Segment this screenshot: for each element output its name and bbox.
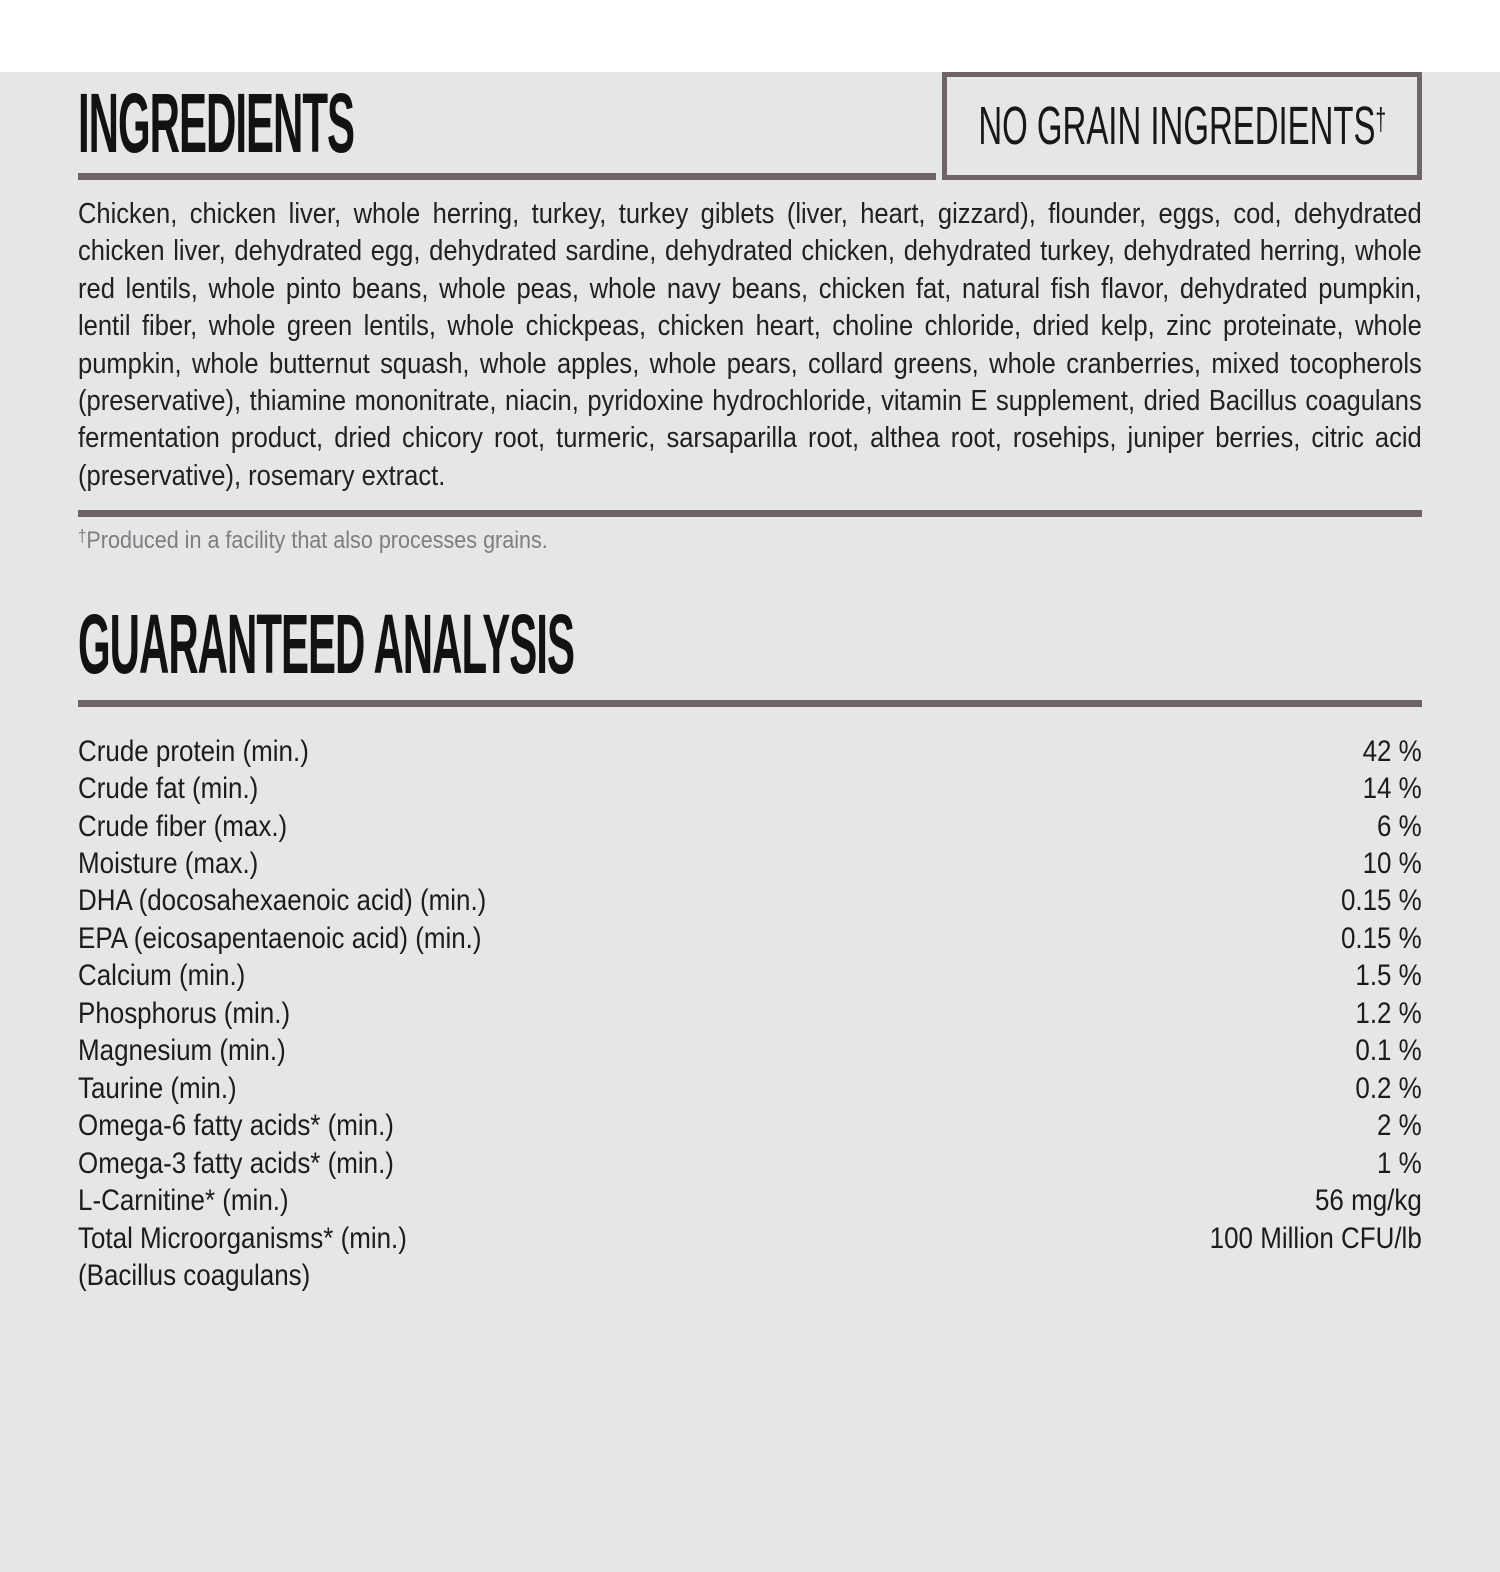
- analysis-row: Crude protein (min.) 42 %: [78, 733, 1422, 770]
- analysis-value: 6 %: [1377, 809, 1422, 843]
- ingredients-paragraph: Chicken, chicken liver, whole herring, t…: [78, 198, 1422, 492]
- analysis-label: Phosphorus (min.): [78, 996, 291, 1030]
- guaranteed-analysis-table: Crude protein (min.) 42 % Crude fat (min…: [78, 733, 1422, 1295]
- analysis-label: L-Carnitine* (min.): [78, 1184, 289, 1218]
- analysis-label: (Bacillus coagulans): [78, 1258, 311, 1292]
- analysis-row: Omega-6 fatty acids* (min.) 2 %: [78, 1107, 1422, 1144]
- analysis-label: DHA (docosahexaenoic acid) (min.): [78, 884, 487, 918]
- analysis-label: Moisture (max.): [78, 847, 259, 880]
- analysis-label: Total Microorganisms* (min.): [78, 1221, 407, 1255]
- analysis-row: DHA (docosahexaenoic acid) (min.) 0.15 %: [78, 882, 1422, 919]
- analysis-value: 1.5 %: [1355, 959, 1422, 993]
- analysis-label: Crude fiber (max.): [78, 809, 288, 843]
- label-panel: INGREDIENTS NO GRAIN INGREDIENTS† Chicke…: [0, 72, 1500, 1572]
- analysis-value: 2 %: [1377, 1109, 1422, 1143]
- grain-footnote: †Produced in a facility that also proces…: [78, 526, 548, 555]
- analysis-row: Phosphorus (min.) 1.2 %: [78, 995, 1422, 1032]
- analysis-value: 0.1 %: [1355, 1034, 1422, 1068]
- analysis-row: EPA (eicosapentaenoic acid) (min.) 0.15 …: [78, 920, 1422, 957]
- analysis-row: Magnesium (min.) 0.1 %: [78, 1032, 1422, 1069]
- analysis-label: Omega-3 fatty acids* (min.): [78, 1146, 394, 1180]
- analysis-row: Moisture (max.) 10 %: [78, 845, 1422, 882]
- analysis-label: Omega-6 fatty acids* (min.): [78, 1109, 394, 1143]
- analysis-value: 0.15 %: [1340, 884, 1422, 918]
- analysis-row: Crude fat (min.) 14 %: [78, 770, 1422, 807]
- analysis-value: 10 %: [1362, 847, 1422, 880]
- analysis-label: Magnesium (min.): [78, 1034, 286, 1068]
- analysis-row: Taurine (min.) 0.2 %: [78, 1070, 1422, 1107]
- analysis-value: 0.15 %: [1340, 921, 1422, 955]
- analysis-row: L-Carnitine* (min.) 56 mg/kg: [78, 1182, 1422, 1219]
- analysis-row: (Bacillus coagulans): [78, 1257, 1422, 1294]
- ingredients-header: INGREDIENTS NO GRAIN INGREDIENTS†: [78, 72, 1422, 180]
- divider-under-ingredients: [78, 510, 1422, 518]
- analysis-value: 1.2 %: [1355, 996, 1422, 1030]
- analysis-row: Omega-3 fatty acids* (min.) 1 %: [78, 1145, 1422, 1182]
- badge-dagger: †: [1375, 102, 1386, 137]
- analysis-value: 100 Million CFU/lb: [1209, 1221, 1422, 1255]
- no-grain-badge-text: NO GRAIN INGREDIENTS†: [978, 96, 1386, 156]
- analysis-row: Calcium (min.) 1.5 %: [78, 957, 1422, 994]
- ingredients-title: INGREDIENTS: [78, 75, 355, 170]
- analysis-label: EPA (eicosapentaenoic acid) (min.): [78, 921, 482, 955]
- analysis-label: Taurine (min.): [78, 1071, 237, 1105]
- analysis-label: Crude protein (min.): [78, 734, 309, 768]
- footnote-dagger: †: [78, 526, 87, 547]
- footnote-wrap: †Produced in a facility that also proces…: [78, 526, 1422, 555]
- analysis-value: 1 %: [1377, 1146, 1422, 1180]
- ingredients-title-block: INGREDIENTS: [78, 72, 936, 180]
- analysis-value: 42 %: [1362, 734, 1422, 768]
- analysis-value: 14 %: [1362, 772, 1422, 806]
- analysis-value: 56 mg/kg: [1314, 1184, 1422, 1218]
- analysis-label: Crude fat (min.): [78, 772, 259, 806]
- analysis-row: Crude fiber (max.) 6 %: [78, 808, 1422, 845]
- guaranteed-analysis-title: GUARANTEED ANALYSIS: [78, 596, 575, 691]
- divider-under-analysis-title: [78, 699, 1422, 707]
- ingredients-paragraph-wrap: Chicken, chicken liver, whole herring, t…: [78, 196, 1422, 495]
- analysis-label: Calcium (min.): [78, 959, 246, 993]
- no-grain-badge: NO GRAIN INGREDIENTS†: [942, 72, 1422, 180]
- analysis-value: 0.2 %: [1355, 1071, 1422, 1105]
- analysis-row: Total Microorganisms* (min.) 100 Million…: [78, 1220, 1422, 1257]
- guaranteed-analysis-title-block: GUARANTEED ANALYSIS: [78, 602, 1422, 686]
